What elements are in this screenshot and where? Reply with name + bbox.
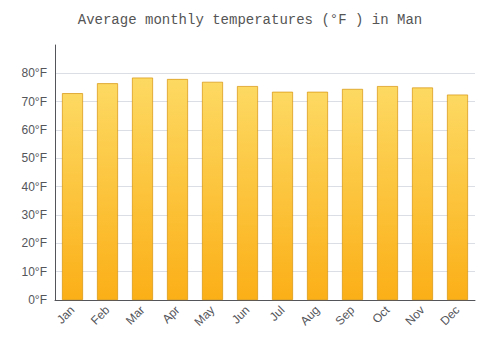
svg-text:Oct: Oct	[369, 303, 393, 327]
svg-text:May: May	[192, 303, 218, 329]
svg-text:0°F: 0°F	[28, 293, 47, 307]
svg-text:Apr: Apr	[159, 303, 182, 326]
svg-text:10°F: 10°F	[22, 265, 47, 279]
svg-text:Jun: Jun	[229, 303, 253, 327]
svg-text:40°F: 40°F	[22, 180, 47, 194]
svg-text:80°F: 80°F	[22, 66, 47, 80]
svg-text:Sep: Sep	[332, 303, 357, 328]
svg-text:20°F: 20°F	[22, 236, 47, 250]
svg-text:30°F: 30°F	[22, 208, 47, 222]
svg-text:60°F: 60°F	[22, 123, 47, 137]
svg-text:Nov: Nov	[402, 303, 427, 328]
svg-text:Aug: Aug	[297, 303, 322, 328]
svg-text:70°F: 70°F	[22, 95, 47, 109]
svg-text:Jan: Jan	[54, 303, 78, 327]
svg-text:50°F: 50°F	[22, 151, 47, 165]
svg-text:Dec: Dec	[437, 303, 462, 328]
svg-text:Feb: Feb	[88, 303, 113, 328]
svg-text:Average monthly temperatures (: Average monthly temperatures (°F ) in Ma…	[78, 12, 422, 28]
svg-text:Jul: Jul	[267, 303, 288, 324]
svg-text:Mar: Mar	[123, 303, 148, 327]
